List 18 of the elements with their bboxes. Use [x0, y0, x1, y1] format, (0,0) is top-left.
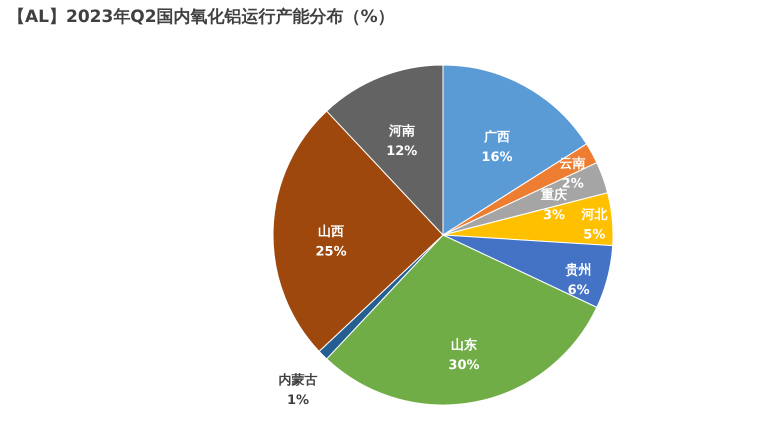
- data-label: 25%: [315, 244, 347, 260]
- slice-label: 内蒙古: [278, 372, 318, 388]
- slice-label: 山东: [450, 337, 477, 354]
- data-label: 5%: [583, 228, 606, 243]
- data-label: 3%: [542, 208, 566, 224]
- data-label: 16%: [481, 150, 513, 165]
- slice-label: 河北: [580, 208, 608, 223]
- chart-title: 【AL】2023年Q2国内氧化铝运行产能分布（%）: [8, 7, 395, 27]
- slice-label: 广西: [482, 128, 510, 145]
- data-label: 12%: [386, 144, 418, 159]
- data-label: 30%: [448, 358, 480, 374]
- data-label: 6%: [568, 282, 590, 298]
- data-label: 1%: [287, 392, 310, 408]
- slice-label: 河南: [388, 124, 415, 139]
- slice-label: 重庆: [540, 187, 568, 204]
- slice-label: 山西: [318, 224, 344, 240]
- slice-label: 贵州: [564, 262, 592, 278]
- slice-label: 云南: [560, 156, 586, 172]
